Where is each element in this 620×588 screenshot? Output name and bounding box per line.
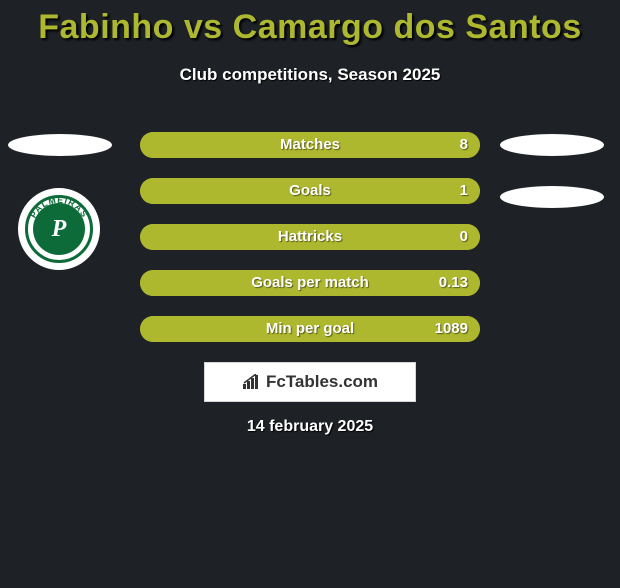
svg-text:PALMEIRAS: PALMEIRAS (28, 195, 90, 220)
stat-value: 1089 (435, 316, 468, 342)
stat-row: Min per goal1089 (140, 316, 480, 342)
logo-label: FcTables.com (266, 372, 378, 392)
stat-row: Goals per match0.13 (140, 270, 480, 296)
chart-icon (242, 374, 262, 390)
stat-rows: Matches8Goals1Hattricks0Goals per match0… (140, 132, 480, 362)
stat-value: 1 (460, 178, 468, 204)
stat-label: Min per goal (140, 316, 480, 342)
stat-value: 0.13 (439, 270, 468, 296)
team-badge-ring: P PALMEIRAS (25, 195, 93, 263)
stat-value: 0 (460, 224, 468, 250)
page-title: Fabinho vs Camargo dos Santos (0, 8, 620, 47)
stat-row: Goals1 (140, 178, 480, 204)
stat-row: Hattricks0 (140, 224, 480, 250)
logo-box: FcTables.com (204, 362, 416, 402)
team-badge: P PALMEIRAS (18, 188, 100, 270)
stat-value: 8 (460, 132, 468, 158)
ellipse-right-1 (500, 134, 604, 156)
stat-label: Hattricks (140, 224, 480, 250)
logo-text: FcTables.com (242, 372, 378, 392)
stat-label: Goals (140, 178, 480, 204)
subtitle: Club competitions, Season 2025 (0, 65, 620, 85)
stat-label: Goals per match (140, 270, 480, 296)
team-badge-text: PALMEIRAS (22, 192, 96, 266)
ellipse-left-1 (8, 134, 112, 156)
ellipse-right-2 (500, 186, 604, 208)
stat-row: Matches8 (140, 132, 480, 158)
date-label: 14 february 2025 (0, 418, 620, 436)
stat-label: Matches (140, 132, 480, 158)
